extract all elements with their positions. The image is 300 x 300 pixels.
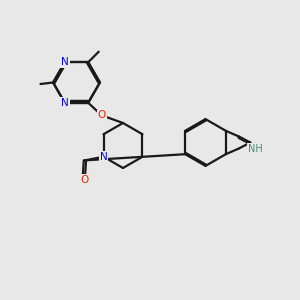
Text: O: O [98,110,106,120]
Text: NH: NH [248,144,263,154]
Text: N: N [100,152,107,162]
Text: N: N [61,98,69,108]
Text: N: N [61,57,69,67]
Text: O: O [80,175,88,185]
